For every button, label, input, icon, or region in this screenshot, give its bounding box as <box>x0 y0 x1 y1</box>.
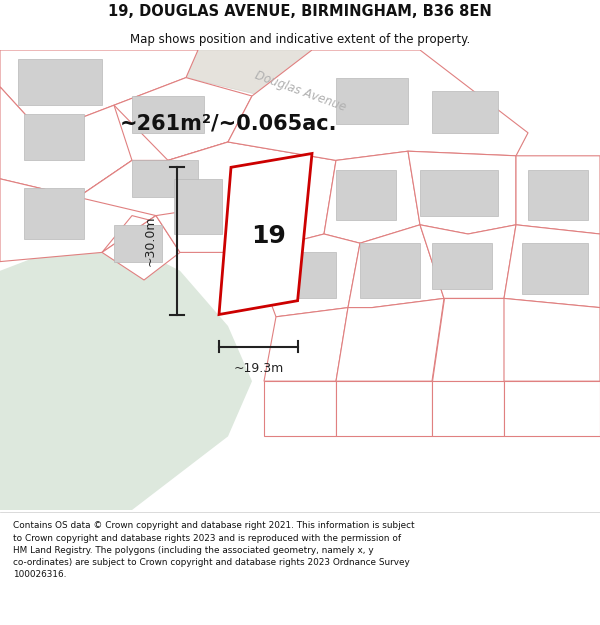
Polygon shape <box>336 78 408 124</box>
Text: ~19.3m: ~19.3m <box>233 362 283 375</box>
Polygon shape <box>228 50 528 161</box>
Polygon shape <box>114 78 252 161</box>
Polygon shape <box>264 381 336 436</box>
Polygon shape <box>24 188 84 239</box>
Text: Map shows position and indicative extent of the property.: Map shows position and indicative extent… <box>130 32 470 46</box>
Polygon shape <box>360 243 420 298</box>
Polygon shape <box>174 179 222 234</box>
Polygon shape <box>0 87 132 198</box>
Text: ~30.0m: ~30.0m <box>143 216 157 266</box>
Polygon shape <box>348 225 444 308</box>
Polygon shape <box>132 96 204 132</box>
Text: 19: 19 <box>251 224 286 248</box>
Polygon shape <box>156 142 336 252</box>
Polygon shape <box>336 298 444 381</box>
Polygon shape <box>186 50 528 156</box>
Polygon shape <box>270 253 336 298</box>
Polygon shape <box>18 59 102 105</box>
Polygon shape <box>432 298 504 381</box>
Polygon shape <box>0 50 198 132</box>
Polygon shape <box>219 154 312 314</box>
Polygon shape <box>114 225 162 262</box>
Polygon shape <box>528 169 588 220</box>
Polygon shape <box>420 225 516 298</box>
Polygon shape <box>132 161 198 198</box>
Polygon shape <box>504 381 600 436</box>
Text: Douglas Avenue: Douglas Avenue <box>253 69 347 114</box>
Polygon shape <box>522 243 588 294</box>
Polygon shape <box>252 234 360 317</box>
Polygon shape <box>504 225 600 308</box>
Polygon shape <box>24 114 84 161</box>
Polygon shape <box>78 142 228 252</box>
Polygon shape <box>0 161 156 262</box>
Polygon shape <box>102 216 180 280</box>
Polygon shape <box>336 381 432 436</box>
Text: Contains OS data © Crown copyright and database right 2021. This information is : Contains OS data © Crown copyright and d… <box>13 521 415 579</box>
Polygon shape <box>432 91 498 132</box>
Polygon shape <box>432 243 492 289</box>
Polygon shape <box>516 156 600 234</box>
Polygon shape <box>504 298 600 381</box>
Polygon shape <box>0 234 252 510</box>
Polygon shape <box>336 169 396 220</box>
Text: 19, DOUGLAS AVENUE, BIRMINGHAM, B36 8EN: 19, DOUGLAS AVENUE, BIRMINGHAM, B36 8EN <box>108 4 492 19</box>
Polygon shape <box>264 308 348 381</box>
Polygon shape <box>408 151 516 234</box>
Polygon shape <box>432 381 504 436</box>
Text: ~261m²/~0.065ac.: ~261m²/~0.065ac. <box>120 114 337 134</box>
Polygon shape <box>420 169 498 216</box>
Polygon shape <box>324 151 420 243</box>
